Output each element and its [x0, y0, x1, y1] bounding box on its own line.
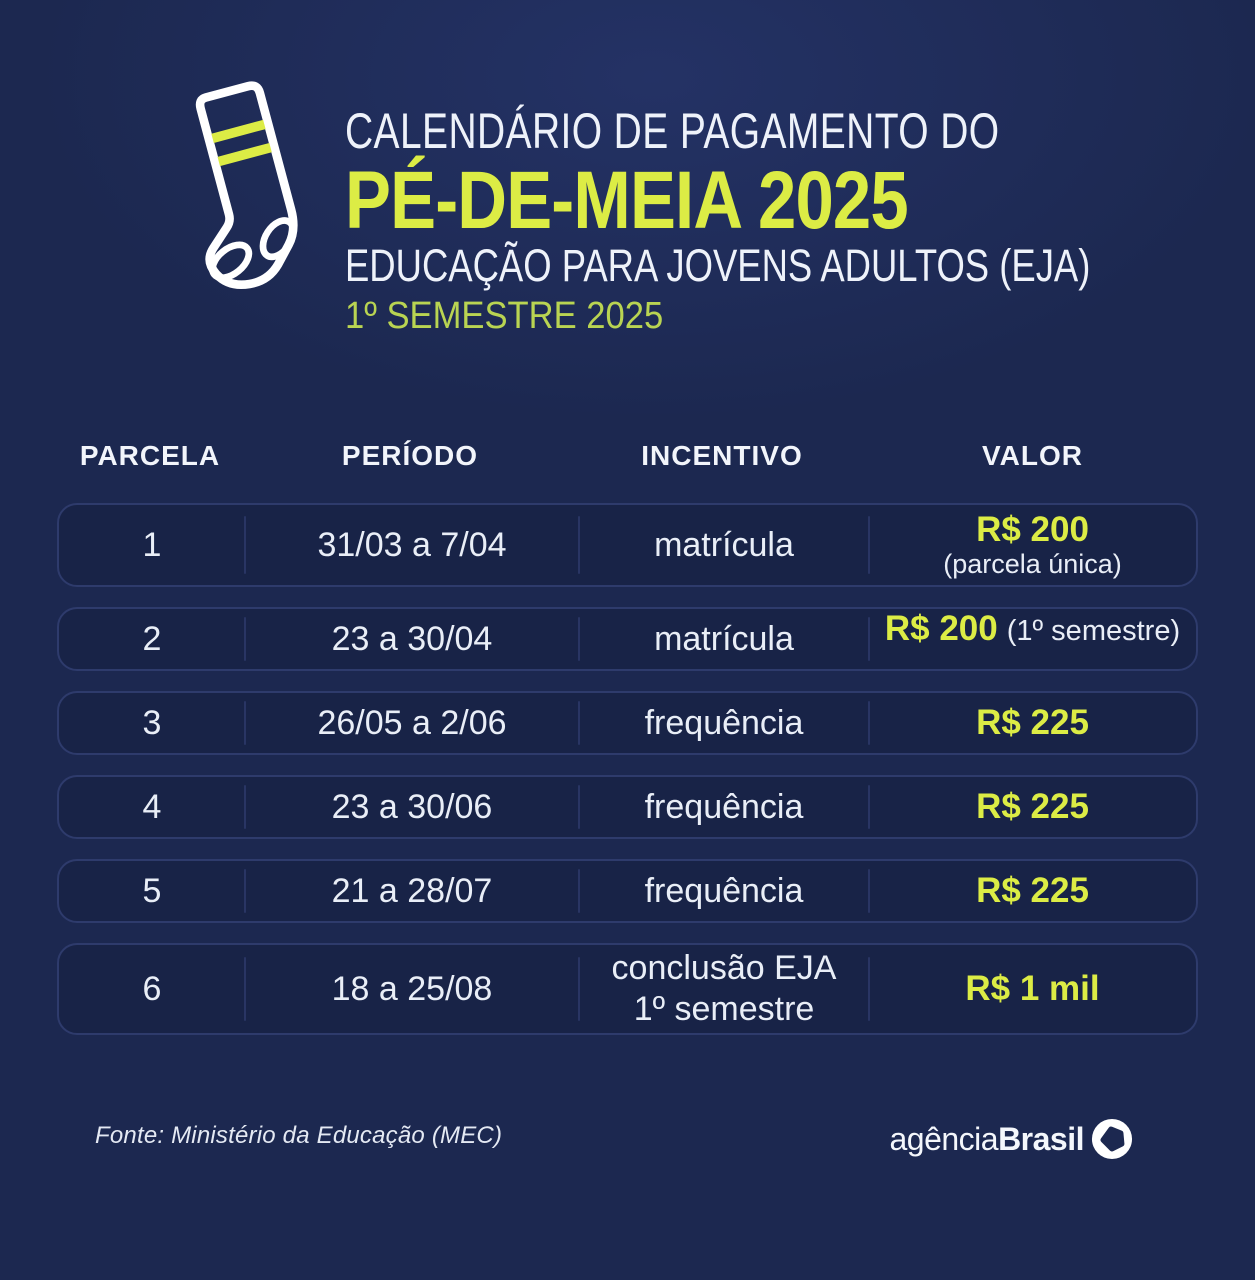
incentivo-text: conclusão EJA: [611, 949, 837, 988]
valor-amount: R$ 225: [976, 786, 1089, 826]
periodo-cell: 23 a 30/04: [244, 609, 579, 669]
valor-cell: R$ 225: [868, 693, 1196, 753]
header-subtitle: EDUCAÇÃO PARA JOVENS ADULTOS (EJA): [345, 240, 1091, 291]
incentivo-text: frequência: [644, 703, 804, 742]
header-kicker: CALENDÁRIO DE PAGAMENTO DO: [345, 103, 1000, 159]
incentivo-cell: frequência: [578, 861, 869, 921]
valor-amount: R$ 1 mil: [965, 968, 1100, 1008]
periodo-cell: 23 a 30/06: [244, 777, 579, 837]
agencia-brasil-logo: agênciaBrasil: [889, 1116, 1133, 1162]
table-row: 3 26/05 a 2/06 frequência R$ 225: [57, 691, 1198, 755]
valor-note: (1º semestre): [1006, 615, 1181, 647]
table-body: 1 31/03 a 7/04 matrícula R$ 200 (parcela…: [57, 503, 1198, 1035]
logo-text-bold: Brasil: [998, 1120, 1084, 1157]
incentivo-text: matrícula: [654, 619, 794, 658]
valor-cell: R$ 225: [868, 861, 1196, 921]
parcela-cell: 2: [142, 619, 162, 658]
column-header-parcela: PARCELA: [79, 440, 221, 471]
table-row: 1 31/03 a 7/04 matrícula R$ 200 (parcela…: [57, 503, 1198, 587]
table-row: 2 23 a 30/04 matrícula R$ 200 (1º semest…: [57, 607, 1198, 671]
sock-icon: [195, 81, 298, 290]
valor-amount: R$ 225: [976, 702, 1089, 742]
table-row: 6 18 a 25/08 conclusão EJA 1º semestre R…: [57, 943, 1198, 1035]
valor-cell: R$ 1 mil: [868, 945, 1196, 1033]
agencia-brasil-logo-text: agênciaBrasil: [889, 1121, 1084, 1158]
incentivo-cell: frequência: [578, 777, 869, 837]
valor-cell: R$ 200 (parcela única): [868, 505, 1196, 585]
incentivo-cell: frequência: [578, 693, 869, 753]
column-header-periodo: PERÍODO: [341, 440, 479, 471]
parcela-cell: 3: [142, 703, 162, 742]
table-row: 4 23 a 30/06 frequência R$ 225: [57, 775, 1198, 839]
parcela-cell: 5: [142, 871, 162, 910]
table-row: 5 21 a 28/07 frequência R$ 225: [57, 859, 1198, 923]
periodo-cell: 26/05 a 2/06: [244, 693, 579, 753]
valor-cell: R$ 200 (1º semestre): [868, 609, 1196, 669]
valor-amount: R$ 200: [884, 609, 998, 648]
incentivo-cell: matrícula: [578, 505, 869, 585]
incentivo-text-line2: 1º semestre: [633, 990, 815, 1028]
incentivo-text: frequência: [644, 871, 804, 910]
column-header-valor: VALOR: [982, 440, 1083, 471]
periodo-cell: 21 a 28/07: [244, 861, 579, 921]
valor-amount: R$ 200: [976, 510, 1089, 550]
logo-text-light: agência: [889, 1120, 999, 1157]
parcela-cell: 4: [142, 787, 162, 826]
source-note: Fonte: Ministério da Educação (MEC): [95, 1122, 503, 1149]
column-header-incentivo: INCENTIVO: [641, 440, 803, 471]
incentivo-text: frequência: [644, 787, 804, 826]
agencia-brasil-logo-mark: [1091, 1118, 1133, 1160]
page-title: PÉ-DE-MEIA 2025: [345, 155, 909, 246]
valor-cell: R$ 225: [868, 777, 1196, 837]
parcela-cell: 1: [142, 525, 162, 564]
table-header: PARCELA PERÍODO INCENTIVO VALOR: [57, 438, 1198, 474]
incentivo-text: matrícula: [654, 525, 794, 564]
valor-note: (parcela única): [943, 549, 1122, 580]
parcela-cell: 6: [142, 969, 162, 1008]
header-semester: 1º SEMESTRE 2025: [345, 295, 664, 337]
incentivo-cell: conclusão EJA 1º semestre: [578, 945, 869, 1033]
incentivo-cell: matrícula: [578, 609, 869, 669]
periodo-cell: 31/03 a 7/04: [244, 505, 579, 585]
periodo-cell: 18 a 25/08: [244, 945, 579, 1033]
valor-amount: R$ 225: [976, 870, 1089, 910]
